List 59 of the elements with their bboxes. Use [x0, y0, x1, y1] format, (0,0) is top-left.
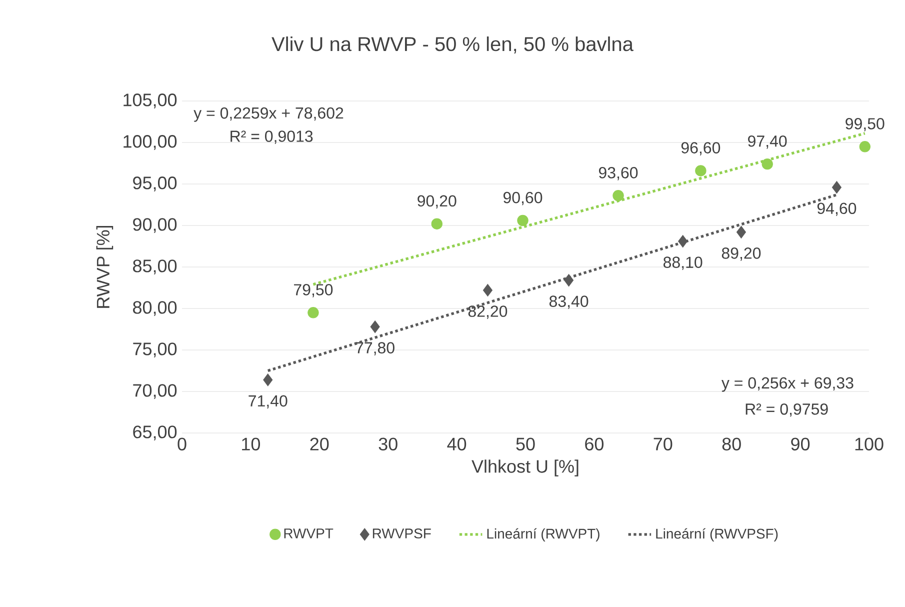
data-label: 71,40 [248, 395, 288, 408]
data-label: 96,60 [681, 142, 720, 156]
point [736, 226, 746, 238]
data-label: 94,60 [817, 202, 856, 216]
point [431, 218, 442, 230]
x-axis-title: Vlhkost U [%] [472, 460, 578, 476]
data-label: 77,80 [356, 342, 394, 356]
legend-label: Lineární (RWVPSF) [656, 528, 778, 542]
point [832, 181, 842, 194]
data-label: 90,20 [418, 195, 456, 208]
y-tick-label: 70,00 [133, 384, 177, 399]
annotation: y = 0,256x + 69,33 [721, 377, 854, 392]
point [308, 307, 319, 318]
point [695, 165, 706, 176]
data-label: 99,50 [846, 118, 884, 132]
x-tick-label: 10 [242, 438, 260, 450]
data-label: 79,50 [294, 284, 333, 298]
annotation: R² = 0,9759 [746, 403, 828, 417]
y-tick-label: 100,00 [124, 135, 177, 150]
x-tick-label: 0 [178, 438, 186, 450]
x-tick-label: 20 [310, 438, 329, 450]
y-tick-label: 95,00 [133, 176, 177, 192]
y-axis-title: RWVP [%] [96, 226, 114, 308]
legend-label: RWVPT [284, 528, 334, 538]
y-tick-label: 105,00 [124, 94, 177, 108]
annotation: y = 0,2259x + 78,602 [194, 107, 344, 122]
x-tick-label: 40 [447, 438, 466, 450]
point [517, 214, 528, 226]
y-tick-label: 85,00 [133, 260, 177, 274]
y-tick-label: 80,00 [133, 301, 177, 316]
point [263, 374, 273, 386]
point [859, 141, 870, 152]
x-tick-label: 70 [654, 438, 672, 450]
point [762, 158, 773, 170]
point [370, 320, 380, 334]
chart-title: Vliv U na RWVP - 50 % len, 50 % bavlna [272, 36, 634, 54]
data-label: 90,60 [503, 192, 542, 206]
data-label: 89,20 [722, 248, 761, 261]
data-label: 97,40 [748, 135, 787, 149]
point [564, 274, 574, 287]
legend-label: Lineární (RWVPT) [487, 528, 600, 542]
data-label: 88,10 [664, 256, 702, 270]
data-label: 83,40 [549, 296, 588, 309]
data-label: 93,60 [598, 167, 638, 180]
x-tick-label: 100 [855, 438, 884, 450]
point [482, 284, 492, 297]
point [612, 190, 624, 202]
x-tick-label: 80 [722, 438, 741, 450]
y-tick-label: 75,00 [133, 342, 177, 358]
x-tick-label: 60 [585, 438, 604, 450]
y-tick-label: 65,00 [133, 426, 177, 440]
x-tick-label: 30 [378, 438, 398, 450]
annotation: R² = 0,9013 [230, 130, 313, 144]
point [678, 235, 688, 248]
x-tick-label: 90 [791, 438, 810, 450]
legend-label: RWVPSF [372, 528, 431, 538]
data-label: 82,20 [468, 306, 508, 319]
x-tick-label: 50 [516, 438, 535, 450]
y-tick-label: 90,00 [133, 218, 177, 233]
